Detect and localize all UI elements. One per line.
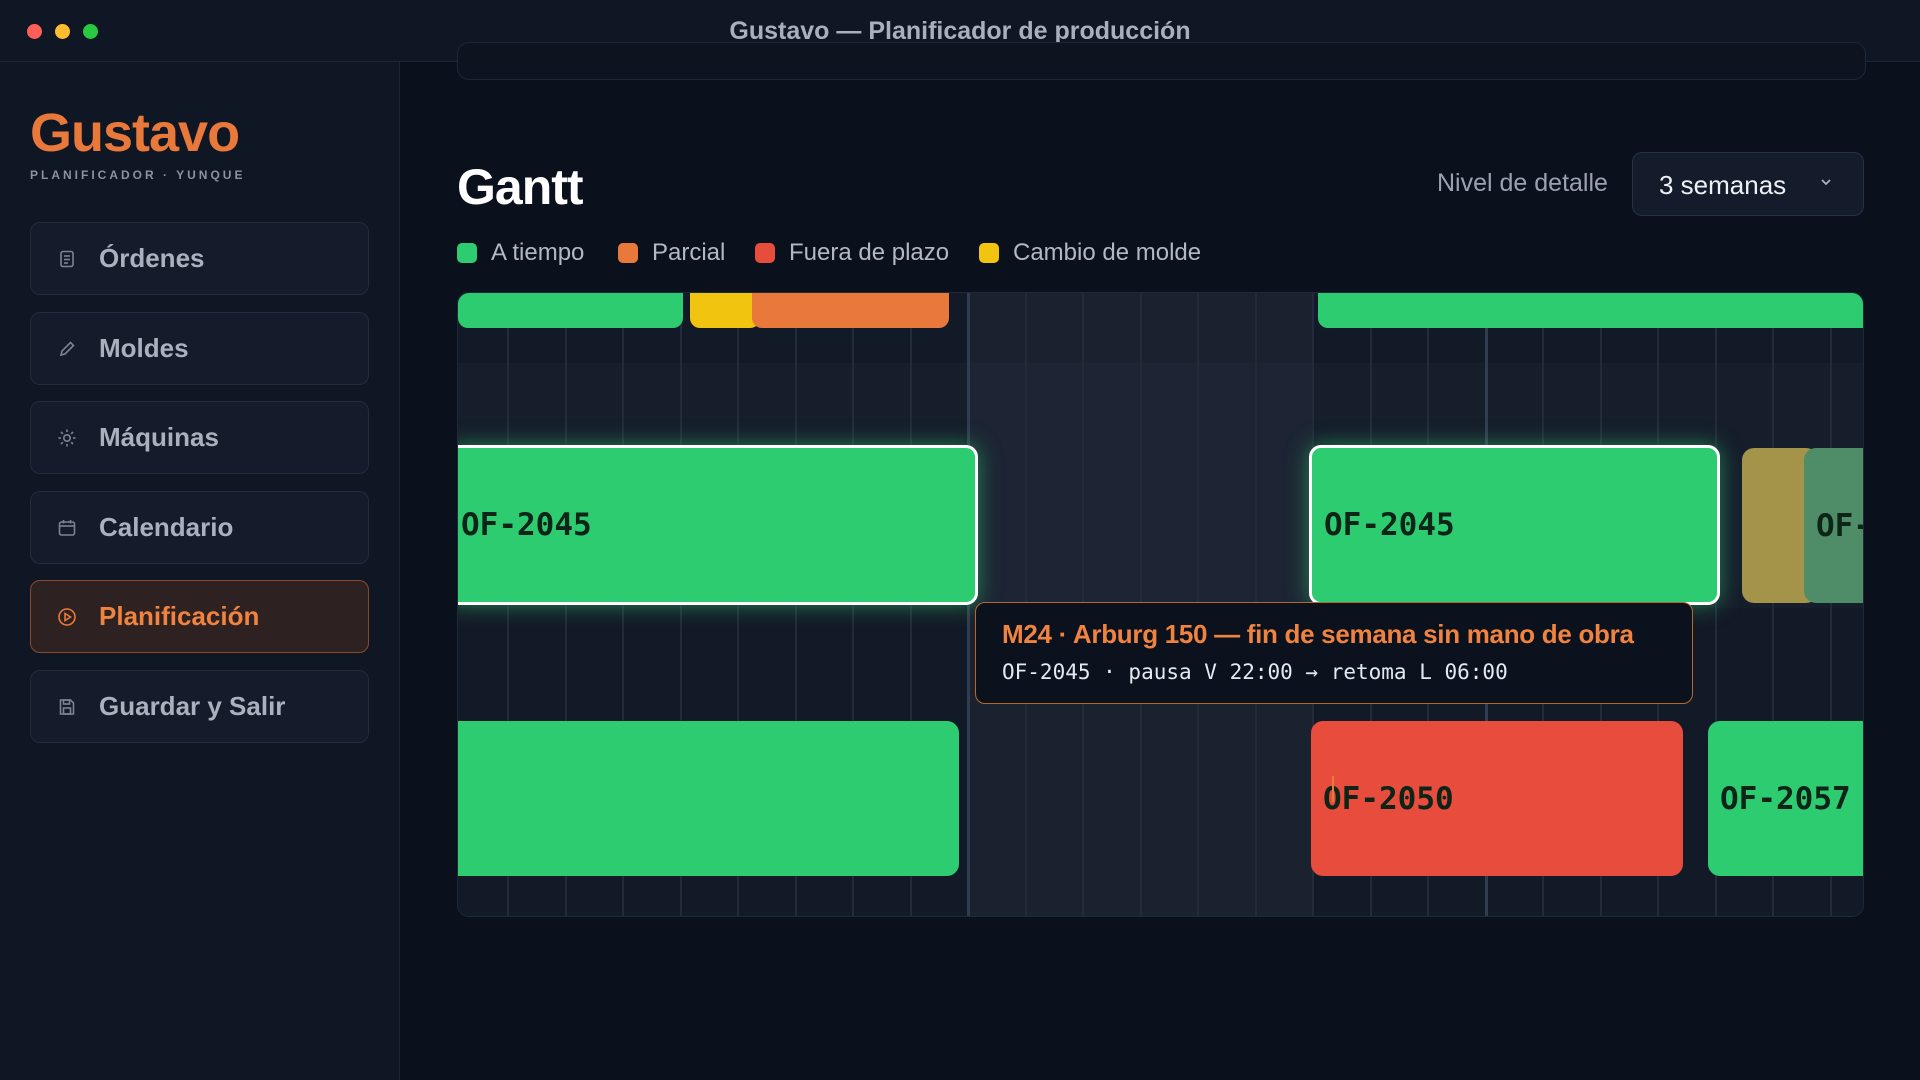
clipboard-icon: [60, 250, 74, 268]
gantt-tooltip: M24 · Arburg 150 — fin de semana sin man…: [975, 602, 1693, 704]
sidebar-item-label: Órdenes: [99, 243, 205, 273]
sidebar-item-calendario[interactable]: Calendario: [30, 491, 369, 564]
legend-swatch: [618, 243, 638, 263]
sidebar-item-maquinas[interactable]: Máquinas: [30, 401, 369, 474]
gantt-bar[interactable]: OF-: [1804, 448, 1863, 603]
gantt-bar-label: OF-2057: [1720, 780, 1851, 817]
sidebar-item-moldes[interactable]: Moldes: [30, 312, 369, 385]
gantt-bar-label: OF-2045: [1324, 507, 1455, 543]
gear-icon: [58, 429, 76, 447]
gantt-bar[interactable]: [690, 293, 760, 328]
top-panel: [457, 42, 1866, 80]
tooltip-title: M24 · Arburg 150 — fin de semana sin man…: [1002, 619, 1634, 649]
sidebar-item-ordenes[interactable]: Órdenes: [30, 222, 369, 295]
chevron-down-icon: [1821, 179, 1831, 186]
maximize-window-button[interactable]: [83, 24, 98, 39]
sidebar: Gustavo PLANIFICADOR · YUNQUE Órdenes Mo…: [0, 62, 400, 1080]
pencil-icon: [59, 341, 75, 357]
gantt-grid-line: [1772, 293, 1774, 916]
detail-level-label: Nivel de detalle: [1437, 169, 1608, 197]
legend-swatch: [457, 243, 477, 263]
close-window-button[interactable]: [27, 24, 42, 39]
minimize-window-button[interactable]: [55, 24, 70, 39]
tooltip-detail: OF-2045 · pausa V 22:00 → retoma L 06:00: [1002, 660, 1508, 684]
page-title: Gantt: [457, 159, 584, 215]
gantt-bar-label: OF-2045: [461, 507, 592, 543]
brand-subtitle: PLANIFICADOR · YUNQUE: [30, 168, 246, 182]
legend-swatch: [979, 243, 999, 263]
sidebar-item-planificacion[interactable]: Planificación: [30, 580, 369, 653]
legend-label: Fuera de plazo: [789, 239, 950, 266]
sidebar-item-label: Calendario: [99, 512, 234, 542]
save-icon: [59, 699, 75, 715]
legend-label: Parcial: [652, 239, 726, 266]
window-title: Gustavo — Planificador de producción: [729, 17, 1191, 45]
gantt-bar[interactable]: OF-2057: [1708, 721, 1863, 876]
main-content: Gantt Nivel de detalle 3 semanas A tiemp…: [400, 42, 1920, 1080]
sidebar-item-label: Máquinas: [99, 422, 219, 452]
sidebar-item-guardar-salir[interactable]: Guardar y Salir: [30, 670, 369, 743]
legend-swatch: [755, 243, 775, 263]
detail-level-select[interactable]: 3 semanas: [1632, 152, 1864, 216]
time-cursor-marker: [1332, 776, 1334, 802]
sidebar-item-label: Guardar y Salir: [99, 691, 286, 721]
gantt-grid-line: [1830, 293, 1832, 916]
gantt-bar-label: OF-: [1816, 507, 1863, 544]
sidebar-item-label: Moldes: [99, 333, 189, 363]
gantt-bar[interactable]: [752, 293, 949, 328]
gantt-bar-selected[interactable]: OF-2045: [458, 445, 978, 605]
legend-label: A tiempo: [491, 239, 585, 266]
sidebar-item-label: Planificación: [99, 601, 260, 631]
legend-label: Cambio de molde: [1013, 239, 1202, 266]
calendar-icon: [58, 520, 76, 536]
gantt-bar[interactable]: [1318, 293, 1863, 328]
detail-level-value: 3 semanas: [1659, 170, 1787, 200]
play-circle-icon: [58, 608, 76, 626]
gantt-bar-label: OF-2050: [1323, 780, 1454, 817]
gantt-bar[interactable]: OF-2050: [1311, 721, 1683, 876]
gantt-bar[interactable]: [458, 293, 683, 328]
gantt-bar[interactable]: [458, 721, 959, 876]
brand-logo: Gustavo: [30, 103, 240, 163]
gantt-grid-line: [1715, 293, 1717, 916]
gantt-bar-selected[interactable]: OF-2045: [1309, 445, 1720, 605]
